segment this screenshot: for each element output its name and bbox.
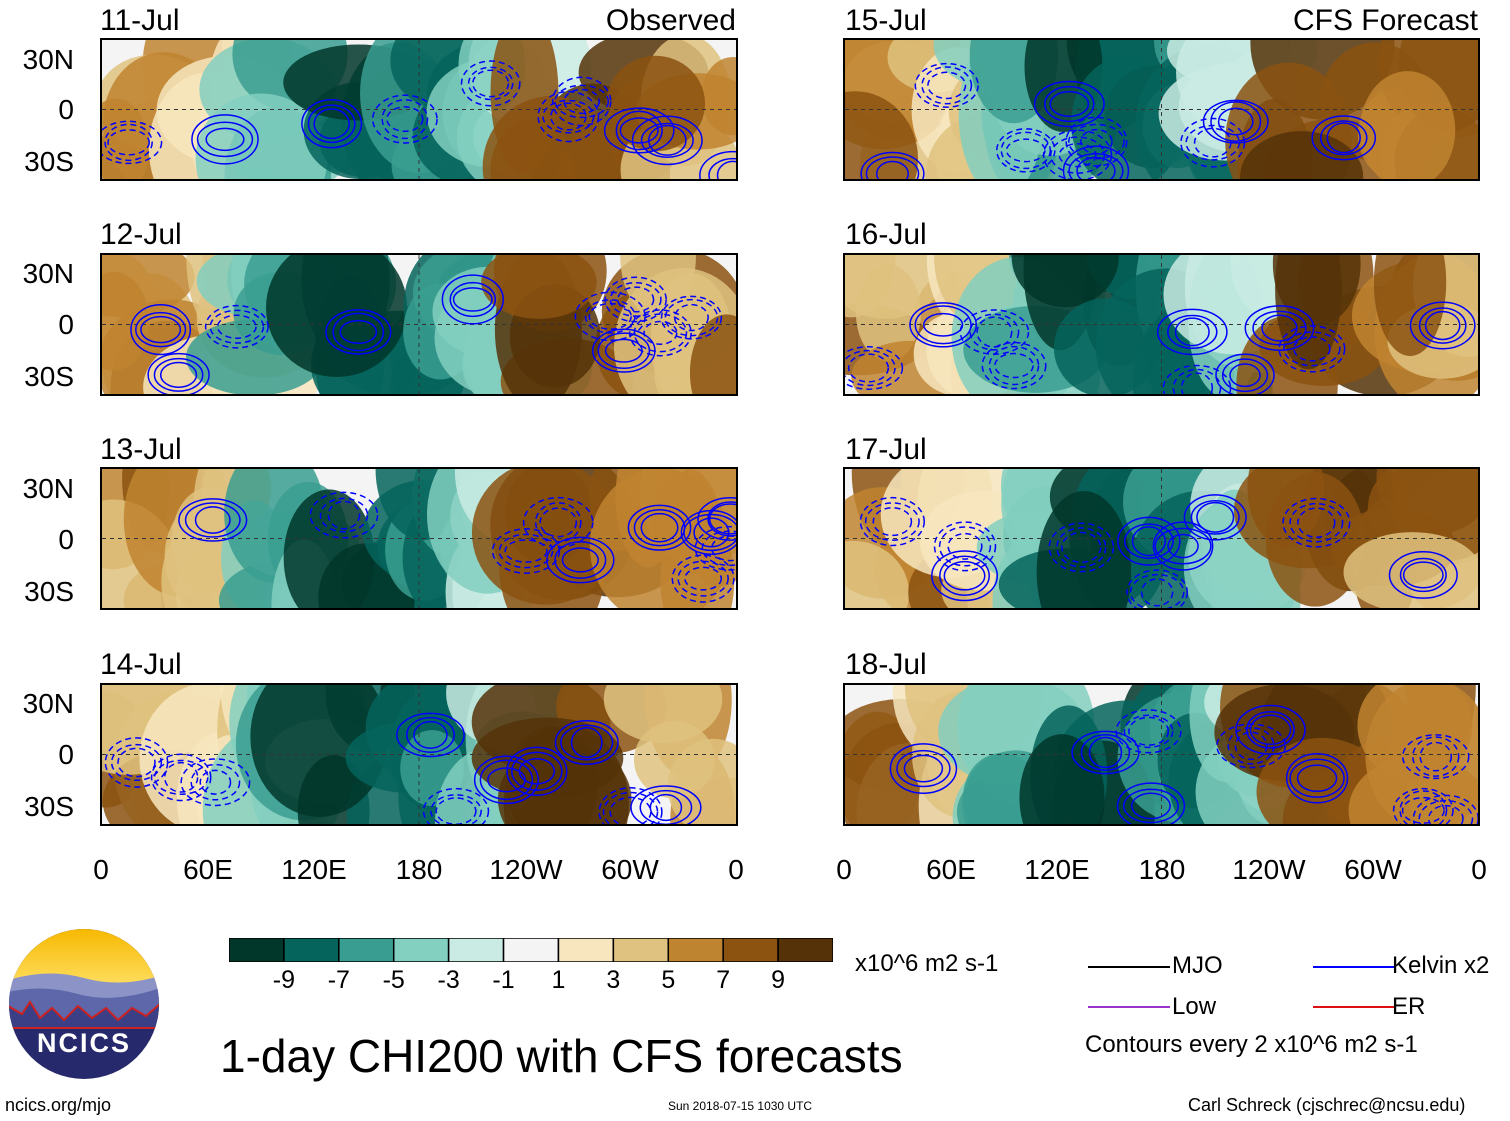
panel-date-6: 16-Jul <box>845 218 927 251</box>
map-panel-forecast-1 <box>843 38 1480 181</box>
lon-label-60w: 60W <box>601 854 659 885</box>
panel-date-8: 18-Jul <box>845 648 927 681</box>
colorbar-tick-label: -5 <box>382 966 405 994</box>
legend-low-label: Low <box>1172 993 1217 1020</box>
lon-label-0: 0 <box>93 854 109 885</box>
panel-date-2: 12-Jul <box>100 218 182 251</box>
map-panel-forecast-3 <box>843 467 1480 610</box>
lon-label-120e: 120E <box>1024 854 1090 885</box>
legend-mjo-line <box>1088 966 1170 968</box>
footer-timestamp: Sun 2018-07-15 1030 UTC <box>668 1099 813 1113</box>
colorbar-swatch <box>228 937 285 963</box>
ncics-logo: NCICS <box>8 928 160 1080</box>
legend-er-line <box>1313 1006 1395 1008</box>
colorbar-tick-label: 5 <box>661 966 676 994</box>
observed-label: Observed <box>605 4 736 37</box>
lon-label-120w: 120W <box>1232 854 1306 885</box>
lon-label-180: 180 <box>395 854 443 885</box>
colorbar-tick-label: 1 <box>551 966 566 994</box>
colorbar-tick-label: -7 <box>327 966 350 994</box>
lat-label-30s: 30S <box>24 146 74 177</box>
legend-mjo-label: MJO <box>1172 952 1223 979</box>
colorbar-swatch <box>612 937 670 963</box>
panel-date-7: 17-Jul <box>845 433 927 466</box>
colorbar-tick-label: 3 <box>606 966 621 994</box>
colorbar-tick-label: -9 <box>272 966 296 994</box>
colorbar-swatch <box>777 937 834 963</box>
map-panel-observed-2 <box>100 253 738 396</box>
lon-label-180: 180 <box>1138 854 1186 885</box>
lat-label-30n: 30N <box>22 44 74 75</box>
colorbar-swatch <box>447 937 505 963</box>
colorbar <box>228 937 834 963</box>
colorbar-swatch <box>722 937 779 963</box>
lat-label-30s: 30S <box>24 576 74 607</box>
map-panel-observed-1 <box>100 38 738 181</box>
colorbar-tick-label: -3 <box>437 966 460 994</box>
lon-label-60w: 60W <box>1344 854 1402 885</box>
lat-label-eq: 0 <box>58 309 74 340</box>
colorbar-units: x10^6 m2 s-1 <box>855 950 999 977</box>
lon-label-0-end: 0 <box>1471 854 1487 885</box>
lat-label-30n: 30N <box>22 258 74 289</box>
map-panel-observed-4 <box>100 683 738 826</box>
colorbar-tick-label: 7 <box>716 966 731 994</box>
panel-date-5: 15-Jul <box>845 4 927 37</box>
colorbar-tick-label: -1 <box>492 966 515 994</box>
colorbar-swatch <box>392 937 450 963</box>
lon-label-60e: 60E <box>926 854 976 885</box>
colorbar-swatch <box>283 937 340 963</box>
legend-er-label: ER <box>1392 993 1426 1020</box>
lat-label-eq: 0 <box>58 739 74 770</box>
lon-label-120e: 120E <box>281 854 347 885</box>
logo-text: NCICS <box>36 1028 131 1058</box>
lat-label-30n: 30N <box>22 473 74 504</box>
cfs-forecast-label: CFS Forecast <box>1292 4 1478 37</box>
colorbar-swatch <box>557 937 615 963</box>
contour-interval-note: Contours every 2 x10^6 m2 s-1 <box>1085 1031 1418 1058</box>
colorbar-swatch <box>502 937 560 963</box>
panel-date-3: 13-Jul <box>100 433 182 466</box>
lon-label-60e: 60E <box>183 854 233 885</box>
lon-label-120w: 120W <box>489 854 563 885</box>
colorbar-swatch <box>667 937 724 963</box>
lat-label-eq: 0 <box>58 94 74 125</box>
footer-url: ncics.org/mjo <box>5 1095 112 1115</box>
lat-label-30s: 30S <box>24 791 74 822</box>
lon-label-0-end: 0 <box>728 854 744 885</box>
colorbar-tick-label: 9 <box>771 966 786 994</box>
legend-kelvin-line <box>1313 966 1395 968</box>
panel-date-1: 11-Jul <box>100 4 180 37</box>
legend-low-line <box>1088 1006 1170 1008</box>
colorbar-swatch <box>338 937 395 963</box>
panel-date-4: 14-Jul <box>100 648 182 681</box>
legend-kelvin-label: Kelvin x2 <box>1392 952 1490 979</box>
figure-title: 1-day CHI200 with CFS forecasts <box>220 1030 903 1082</box>
map-panel-observed-3 <box>100 467 738 610</box>
lat-label-30s: 30S <box>24 361 74 392</box>
footer-author: Carl Schreck (cjschrec@ncsu.edu) <box>1188 1095 1466 1115</box>
lat-label-30n: 30N <box>22 688 74 719</box>
lat-label-eq: 0 <box>58 524 74 555</box>
map-panel-forecast-2 <box>843 253 1480 396</box>
lon-label-0: 0 <box>836 854 852 885</box>
map-panel-forecast-4 <box>843 683 1480 826</box>
